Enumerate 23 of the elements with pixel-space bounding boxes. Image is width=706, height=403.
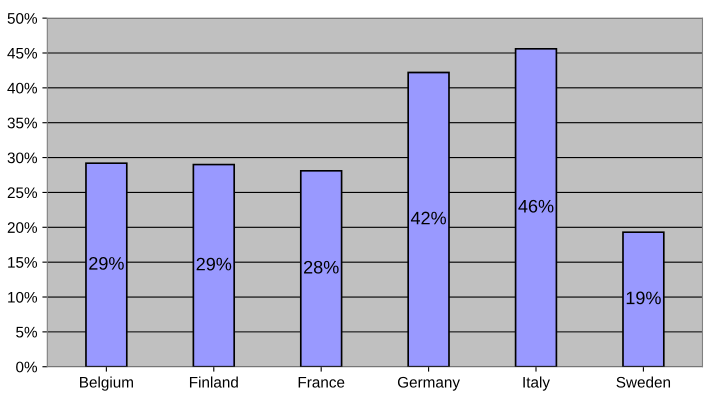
y-tick-label: 15% [8,257,38,268]
data-label: 19% [626,292,661,304]
data-label: 29% [196,258,232,270]
y-tick-label: 35% [8,118,38,128]
y-tick-label: 5% [16,326,38,338]
y-tick-label: 0% [16,362,38,372]
x-tick-label: Belgium [80,376,133,391]
data-label: 46% [518,200,554,213]
data-label: 28% [304,260,339,274]
x-tick-label: Italy [523,376,550,391]
x-tick-label: Germany [398,376,460,391]
y-tick-label: 30% [8,152,38,164]
y-tick-label: 10% [8,292,38,303]
x-tick-label: Finland [190,376,238,388]
y-tick-label: 25% [8,187,38,198]
x-tick-label: France [298,377,344,388]
data-label: 29% [89,257,124,270]
y-tick-label: 45% [7,48,38,59]
y-tick-label: 40% [7,82,38,94]
y-tick-label: 20% [8,222,38,233]
y-tick-label: 50% [8,13,38,24]
data-label: 42% [410,212,446,224]
x-tick-label: Sweden [616,376,670,388]
